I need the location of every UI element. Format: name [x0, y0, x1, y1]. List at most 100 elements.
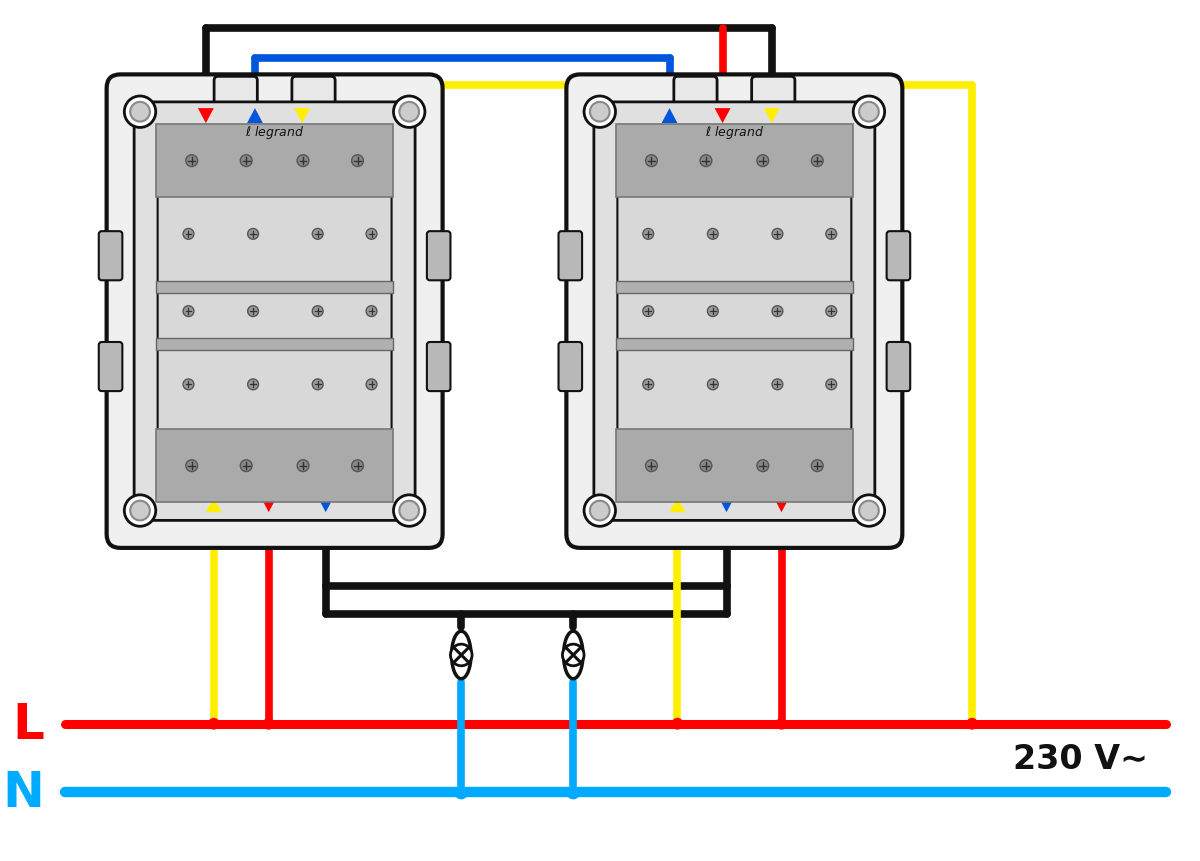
Circle shape: [584, 97, 616, 128]
Circle shape: [646, 156, 658, 167]
Ellipse shape: [451, 631, 470, 679]
Circle shape: [184, 229, 194, 240]
Circle shape: [131, 501, 150, 521]
Bar: [156, 282, 394, 294]
Circle shape: [772, 380, 782, 390]
Text: $\ell$ legrand: $\ell$ legrand: [704, 124, 764, 140]
FancyBboxPatch shape: [887, 232, 911, 281]
FancyBboxPatch shape: [887, 343, 911, 392]
Circle shape: [125, 495, 156, 527]
Circle shape: [772, 229, 782, 240]
FancyBboxPatch shape: [107, 75, 443, 548]
Circle shape: [672, 718, 683, 730]
FancyBboxPatch shape: [617, 153, 851, 470]
FancyBboxPatch shape: [751, 77, 794, 113]
Circle shape: [700, 461, 712, 472]
Circle shape: [240, 156, 252, 167]
Circle shape: [646, 461, 658, 472]
Polygon shape: [205, 498, 222, 512]
Circle shape: [131, 102, 150, 122]
Circle shape: [366, 229, 377, 240]
Circle shape: [708, 229, 719, 240]
Text: N: N: [2, 769, 43, 816]
Circle shape: [853, 97, 884, 128]
Circle shape: [566, 786, 580, 800]
Circle shape: [826, 229, 836, 240]
Circle shape: [584, 495, 616, 527]
FancyBboxPatch shape: [157, 153, 391, 470]
Polygon shape: [670, 498, 685, 512]
Text: L: L: [12, 700, 43, 748]
Circle shape: [186, 156, 198, 167]
Circle shape: [312, 307, 323, 317]
Circle shape: [184, 307, 194, 317]
FancyBboxPatch shape: [98, 232, 122, 281]
Polygon shape: [198, 109, 214, 124]
Circle shape: [450, 644, 472, 666]
FancyBboxPatch shape: [134, 102, 415, 521]
Circle shape: [455, 786, 468, 800]
Circle shape: [966, 718, 978, 730]
Circle shape: [757, 461, 769, 472]
Circle shape: [643, 307, 654, 317]
FancyBboxPatch shape: [427, 343, 450, 392]
Circle shape: [563, 644, 584, 666]
Circle shape: [775, 718, 787, 730]
Circle shape: [590, 501, 610, 521]
Circle shape: [184, 380, 194, 390]
FancyBboxPatch shape: [674, 77, 718, 113]
Circle shape: [859, 501, 878, 521]
Polygon shape: [247, 109, 263, 124]
Circle shape: [312, 229, 323, 240]
FancyBboxPatch shape: [558, 232, 582, 281]
FancyBboxPatch shape: [427, 232, 450, 281]
FancyBboxPatch shape: [558, 343, 582, 392]
Circle shape: [352, 156, 364, 167]
Polygon shape: [294, 109, 310, 124]
FancyBboxPatch shape: [98, 343, 122, 392]
Circle shape: [240, 461, 252, 472]
Circle shape: [859, 102, 878, 122]
Circle shape: [186, 461, 198, 472]
Bar: [156, 430, 394, 503]
Bar: [156, 125, 394, 198]
Circle shape: [208, 718, 220, 730]
Circle shape: [366, 380, 377, 390]
Ellipse shape: [564, 631, 583, 679]
Circle shape: [826, 380, 836, 390]
FancyBboxPatch shape: [292, 77, 335, 113]
Circle shape: [772, 307, 782, 317]
Circle shape: [700, 156, 712, 167]
Circle shape: [125, 97, 156, 128]
Polygon shape: [661, 109, 678, 124]
Circle shape: [394, 97, 425, 128]
Circle shape: [643, 380, 654, 390]
Polygon shape: [719, 498, 734, 512]
Circle shape: [394, 495, 425, 527]
Polygon shape: [763, 109, 780, 124]
Circle shape: [366, 307, 377, 317]
Circle shape: [757, 156, 769, 167]
Circle shape: [811, 156, 823, 167]
Polygon shape: [318, 498, 334, 512]
Circle shape: [312, 380, 323, 390]
Circle shape: [708, 380, 719, 390]
FancyBboxPatch shape: [214, 77, 257, 113]
Circle shape: [811, 461, 823, 472]
FancyBboxPatch shape: [594, 102, 875, 521]
Polygon shape: [774, 498, 790, 512]
Circle shape: [590, 102, 610, 122]
Polygon shape: [260, 498, 277, 512]
Bar: [616, 338, 853, 350]
Circle shape: [826, 307, 836, 317]
Bar: [616, 125, 853, 198]
Circle shape: [247, 229, 258, 240]
Circle shape: [400, 102, 419, 122]
Circle shape: [352, 461, 364, 472]
Circle shape: [247, 307, 258, 317]
Bar: [616, 430, 853, 503]
Circle shape: [643, 229, 654, 240]
Circle shape: [853, 495, 884, 527]
Circle shape: [263, 718, 275, 730]
Circle shape: [708, 307, 719, 317]
